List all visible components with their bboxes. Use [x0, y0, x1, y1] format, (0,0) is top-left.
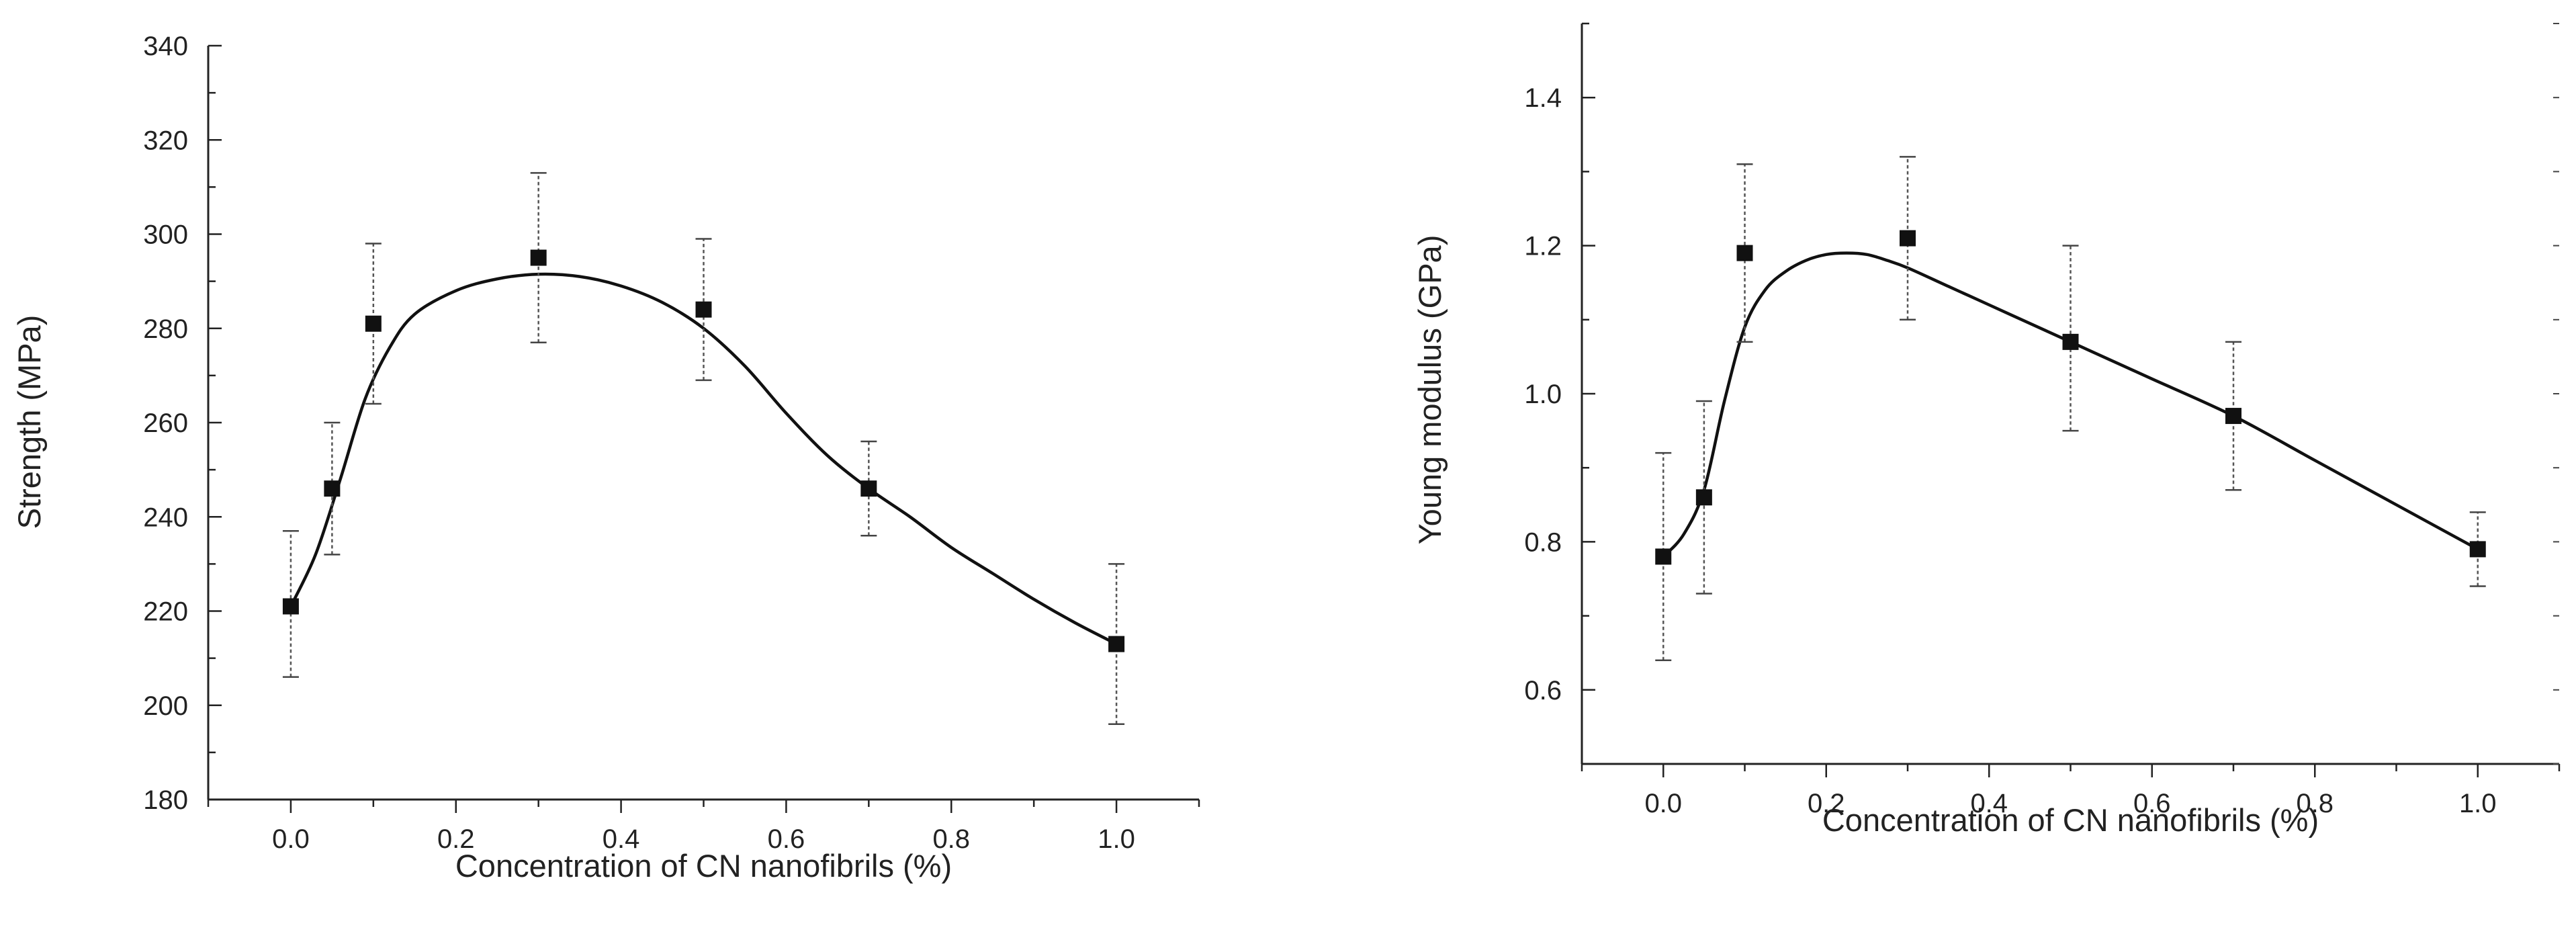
x-tick-label: 0.8: [932, 824, 970, 854]
data-point: [282, 598, 299, 615]
x-tick-label: 0.4: [603, 824, 640, 854]
y-tick-label: 0.8: [1524, 527, 1562, 557]
x-tick-label: 0.2: [1808, 789, 1845, 818]
y-tick-label: 1.4: [1524, 83, 1562, 113]
x-tick-label: 1.0: [2459, 789, 2497, 818]
x-tick-label: 0.8: [2296, 789, 2334, 818]
data-point: [860, 480, 877, 497]
y-tick-label: 320: [143, 126, 188, 155]
x-tick-label: 0.0: [272, 824, 310, 854]
data-point: [695, 301, 712, 318]
y-tick-label: 240: [143, 503, 188, 532]
data-point: [2062, 333, 2079, 350]
data-point: [1695, 489, 1712, 506]
strength-chart: 0.0 0.2 0.4 0.6 0.8 1.0 180 200 220 240 260 280 300 3…: [11, 32, 1200, 884]
x-tick-label: 1.0: [1098, 824, 1135, 854]
x-tick-label: 0.4: [1970, 789, 2008, 818]
data-point: [324, 480, 341, 497]
y-tick-label: 1.0: [1524, 380, 1562, 409]
data-point: [1736, 245, 1753, 261]
young-modulus-chart: 0.0 0.2 0.4 0.6 0.8 1.0 0.6 0.8 1.0 1.2 1.4 Concent…: [1412, 22, 2561, 838]
y-tick-label: 0.6: [1524, 676, 1562, 705]
y-tick-label: 280: [143, 314, 188, 344]
x-tick-label: 0.6: [768, 824, 805, 854]
data-point: [365, 315, 382, 332]
y-axis-title: Strength (MPa): [11, 315, 47, 529]
y-tick-label: 200: [143, 691, 188, 721]
y-tick-label: 180: [143, 785, 188, 815]
data-point: [1108, 636, 1125, 652]
data-point: [2469, 541, 2486, 558]
x-tick-label: 0.0: [1644, 789, 1682, 818]
fit-curve: [289, 272, 1118, 646]
x-tick-label: 0.6: [2133, 789, 2171, 818]
data-point: [530, 249, 547, 266]
x-axis-title: Concentration of CN nanofibrils (%): [455, 848, 952, 884]
data-point: [2225, 408, 2241, 425]
y-axis-title: Young modulus (GPa): [1412, 235, 1448, 545]
y-tick-label: 340: [143, 32, 188, 61]
y-tick-label: 260: [143, 408, 188, 438]
data-point: [1655, 548, 1672, 565]
x-tick-label: 0.2: [437, 824, 475, 854]
y-tick-label: 1.2: [1524, 232, 1562, 261]
x-axis-title: Concentration of CN nanofibrils (%): [1822, 802, 2319, 838]
y-tick-label: 220: [143, 597, 188, 627]
y-tick-label: 300: [143, 220, 188, 250]
data-point: [1900, 230, 1916, 247]
